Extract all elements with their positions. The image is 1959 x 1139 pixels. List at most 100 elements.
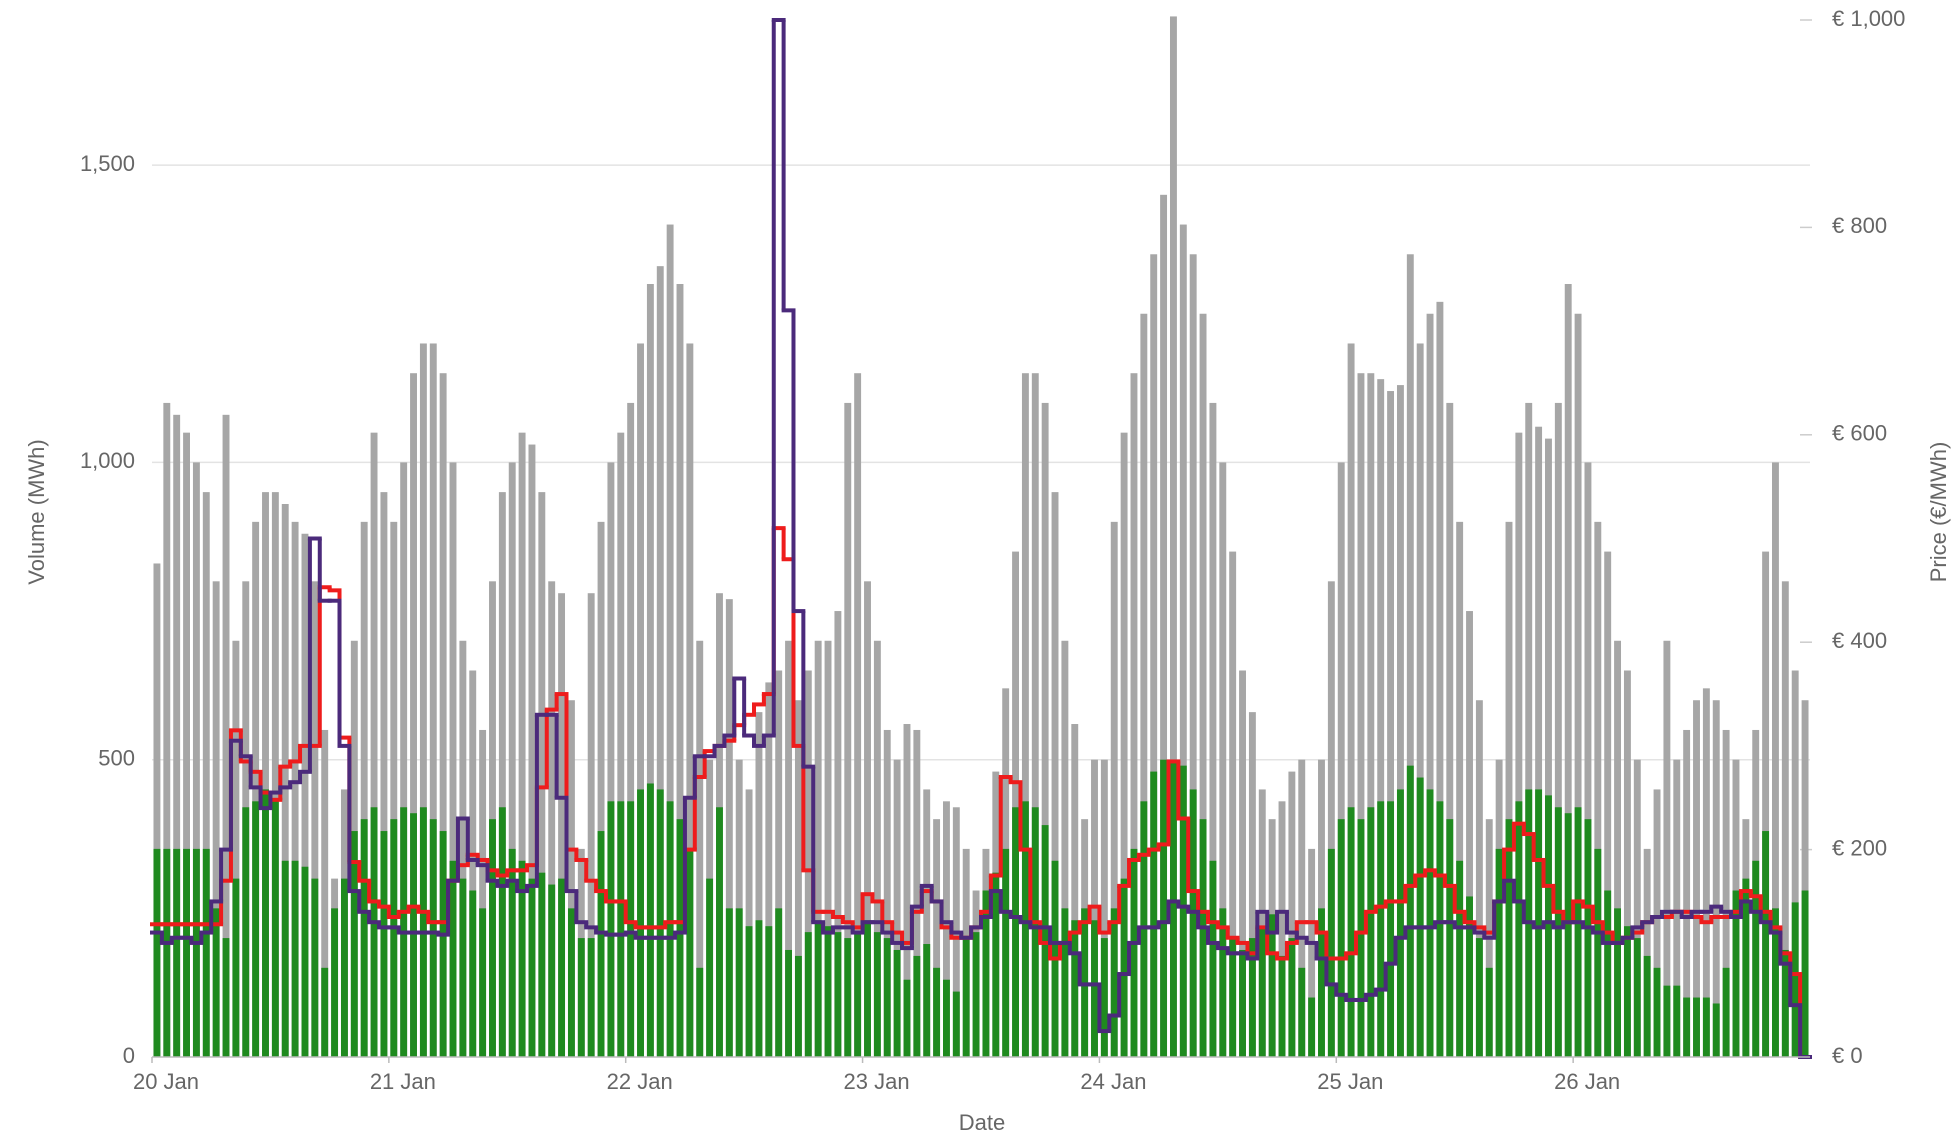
bar: [350, 831, 358, 1057]
bar: [1515, 801, 1523, 1057]
bar: [1229, 551, 1237, 1057]
bar: [1466, 896, 1473, 1057]
bar: [1021, 373, 1029, 1058]
bar: [1554, 807, 1562, 1057]
bar: [291, 860, 299, 1057]
bar: [1169, 16, 1177, 1057]
bar: [380, 831, 388, 1057]
bar: [163, 402, 171, 1057]
bar: [153, 563, 161, 1057]
bar: [1762, 831, 1770, 1057]
bar: [1229, 938, 1237, 1057]
bar: [262, 492, 269, 1057]
bar: [1071, 920, 1079, 1057]
bar: [607, 801, 615, 1057]
bar: [1100, 938, 1108, 1057]
bar: [1436, 301, 1444, 1057]
bar: [1406, 254, 1414, 1058]
bar: [360, 819, 368, 1057]
bar: [1466, 611, 1473, 1057]
y2-tick-label: € 600: [1832, 421, 1887, 446]
bar: [1535, 789, 1543, 1057]
bar: [903, 979, 911, 1057]
bar: [1061, 640, 1069, 1057]
bar: [1702, 997, 1710, 1057]
bar: [775, 908, 783, 1057]
bar: [656, 266, 664, 1057]
bar: [1150, 771, 1158, 1057]
bar: [794, 700, 802, 1057]
bar: [923, 789, 931, 1057]
bar: [370, 807, 378, 1057]
bar: [183, 432, 190, 1057]
bar: [745, 926, 753, 1057]
bar: [1801, 700, 1809, 1057]
bar: [1298, 759, 1306, 1057]
bar: [1239, 670, 1246, 1057]
bar: [735, 908, 743, 1057]
bar: [716, 807, 723, 1057]
bar: [933, 819, 941, 1057]
bar: [1545, 438, 1552, 1058]
bar: [252, 801, 260, 1057]
bar: [1357, 373, 1365, 1058]
bar: [1564, 813, 1572, 1057]
x-tick-label: 23 Jan: [844, 1069, 910, 1094]
bar: [1693, 997, 1700, 1057]
y-tick-label: 1,000: [80, 448, 135, 473]
step-connector: [219, 528, 1803, 1057]
bar: [390, 819, 398, 1057]
bar: [410, 813, 417, 1057]
y2-axis-title: Price (€/MWh): [1926, 442, 1951, 583]
bar: [1278, 955, 1286, 1057]
bar: [271, 801, 279, 1057]
bar: [804, 670, 812, 1057]
bar: [676, 819, 684, 1057]
x-axis-title: Date: [959, 1110, 1005, 1135]
bar: [627, 801, 635, 1057]
bar: [498, 492, 506, 1057]
bar: [1248, 712, 1256, 1057]
bar: [1002, 848, 1010, 1057]
bar: [1604, 890, 1612, 1057]
bar: [1327, 581, 1335, 1057]
bar: [528, 444, 536, 1057]
bar: [1614, 908, 1622, 1057]
bar: [1574, 313, 1582, 1057]
bar: [1288, 771, 1296, 1057]
bar: [1742, 878, 1750, 1057]
bar: [419, 343, 427, 1057]
bar: [291, 521, 299, 1057]
x-tick-label: 20 Jan: [133, 1069, 199, 1094]
bar: [1446, 819, 1454, 1057]
bar: [163, 848, 171, 1057]
bar: [1130, 373, 1138, 1058]
bar: [765, 926, 773, 1057]
bar: [686, 343, 694, 1057]
bar: [518, 432, 526, 1057]
bar: [1367, 373, 1375, 1058]
bar: [173, 414, 181, 1057]
bar: [1416, 777, 1424, 1057]
bar: [1752, 860, 1760, 1057]
bar: [617, 432, 625, 1057]
bar: [1436, 801, 1444, 1057]
bar: [696, 640, 704, 1057]
bar: [814, 920, 822, 1057]
bar: [637, 789, 644, 1057]
bar: [429, 819, 437, 1057]
bar: [479, 908, 487, 1057]
bar: [301, 866, 309, 1057]
bar: [439, 373, 447, 1058]
bar: [686, 848, 694, 1057]
bar: [1268, 914, 1276, 1057]
bar: [1623, 926, 1631, 1057]
bar: [1643, 955, 1651, 1057]
bar: [410, 373, 417, 1058]
bar: [1791, 670, 1799, 1057]
bar: [1653, 789, 1661, 1057]
bar: [577, 938, 585, 1057]
x-tick-label: 26 Jan: [1554, 1069, 1620, 1094]
bar: [1377, 801, 1385, 1057]
